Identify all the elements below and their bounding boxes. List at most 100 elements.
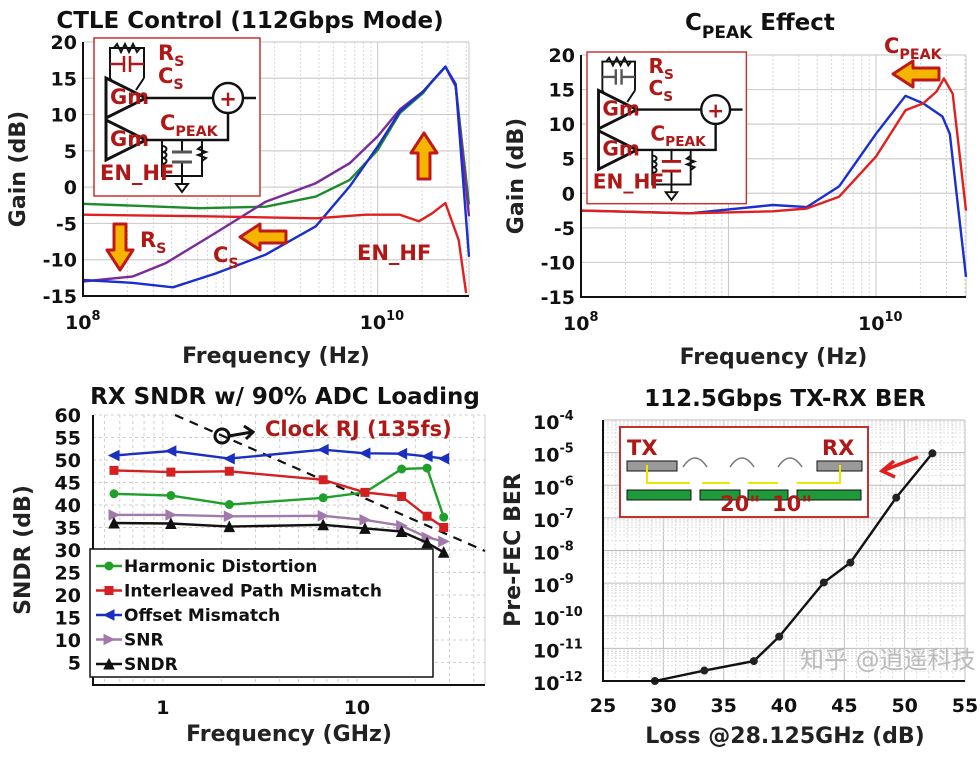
y-tick-label: 15 [55, 608, 81, 630]
inset-cpeak: CPEAK [650, 121, 707, 150]
y-tick-label-script: -9 [559, 572, 573, 587]
y-tick-label: 20 [549, 45, 575, 67]
data-point [359, 522, 371, 534]
annotation-clock-rj: Clock RJ (135fs) [265, 417, 452, 441]
arrow-left-icon-shape [891, 59, 941, 89]
data-point [109, 465, 119, 475]
y-tick-label: 10-7 [533, 507, 574, 532]
annotation-rs-script: S [156, 241, 166, 257]
y-tick-label: 10-8 [533, 540, 574, 565]
cpeak-capacitor-icon [661, 160, 682, 173]
arrow-right-icon [228, 424, 256, 441]
y-tick-label: -5 [554, 218, 575, 240]
inset-cs-main: C [648, 76, 663, 100]
y-tick-label: -10 [541, 252, 575, 274]
y-tick-label: 25 [55, 563, 81, 585]
y-tick-label: 0 [64, 177, 77, 199]
x-tick-label: 40 [771, 695, 797, 717]
y-axis-label: SNDR (dB) [11, 485, 36, 615]
x-tick-label: 10 [344, 697, 370, 719]
data-point [439, 523, 449, 532]
x-tick-label-script: 8 [589, 310, 598, 325]
y-tick-label: 10-12 [533, 670, 583, 695]
x-tick-label: 30 [650, 695, 676, 717]
x-axis-label: Frequency (Hz) [182, 344, 370, 369]
data-point [318, 475, 328, 485]
y-tick-label-main: 10 [533, 608, 559, 630]
x-tick-label: 1010 [858, 310, 902, 335]
y-tick-label-script: -12 [559, 670, 582, 685]
y-tick-label: 10 [549, 114, 575, 136]
legend-label: Interleaved Path Mismatch [124, 582, 382, 602]
legend-label: Offset Mismatch [124, 606, 280, 626]
series-line-0 [580, 94, 968, 278]
summer-icon [700, 94, 732, 126]
y-tick-label-main: 10 [533, 640, 559, 662]
data-point [107, 449, 120, 462]
data-point [166, 467, 176, 477]
arrow-down-icon-shape [105, 222, 135, 272]
y-tick-label: 10-10 [533, 605, 583, 630]
summer-plus: + [219, 87, 237, 111]
wire [146, 96, 256, 142]
data-point [397, 464, 407, 474]
data-point [358, 447, 371, 460]
series-line-1 [580, 77, 968, 215]
y-tick-label: 55 [55, 428, 81, 450]
x-tick-label: 108 [65, 309, 100, 334]
data-point [892, 493, 901, 502]
inset-rs-main: R [648, 54, 664, 78]
x-tick-label: 25 [590, 695, 616, 717]
y-tick-label: -10 [43, 250, 77, 272]
y-tick-label-main: 10 [533, 673, 559, 695]
x-tick-label-main: 10 [563, 313, 589, 335]
arrow-up-icon-shape [409, 131, 439, 181]
x-tick-label: 1010 [360, 309, 404, 334]
annotation-cs: CS [213, 243, 239, 272]
data-point [317, 443, 329, 456]
axes-frame [82, 42, 469, 297]
y-tick-label-main: 10 [533, 445, 559, 467]
channel-inset: TX RX 20" 10" [619, 426, 869, 518]
y-tick-label-main: 10 [533, 412, 559, 434]
tx-package-icon [626, 460, 678, 472]
chart-title: RX SNDR w/ 90% ADC Loading [90, 384, 480, 410]
x-tick-label-main: 10 [858, 313, 884, 335]
x-tick-label: 108 [563, 310, 598, 335]
x-tick-label-script: 8 [91, 309, 100, 324]
inset-rx: RX [822, 436, 854, 460]
y-axis-label: Pre-FEC BER [501, 473, 526, 627]
data-point [223, 452, 235, 465]
annotation-cs-main: C [213, 243, 228, 267]
data-point [421, 536, 433, 549]
data-point [360, 487, 370, 497]
legend: Harmonic Distortion Interleaved Path Mism… [89, 548, 434, 678]
y-tick-label-main: 10 [533, 477, 559, 499]
data-point [437, 546, 450, 558]
data-point [109, 489, 119, 499]
legend-label: SNDR [124, 655, 178, 675]
x-tick-label: 55 [952, 695, 978, 717]
inset-cpeak-script: PEAK [665, 134, 707, 150]
series-line-ber [654, 452, 934, 683]
x-tick-label-main: 10 [65, 312, 91, 334]
inset-cs-script: S [173, 77, 183, 93]
summer-icon [211, 81, 245, 115]
inset-gm2: Gm [110, 127, 149, 151]
cs-capacitor-icon [602, 69, 636, 85]
series-line-offset-mismatch [113, 448, 444, 460]
inset-gm1: Gm [110, 85, 149, 109]
y-tick-label: 20 [51, 32, 77, 54]
watermark: 知乎 @逍遥科技 [800, 646, 976, 674]
cs-capacitor-icon [110, 56, 144, 72]
y-tick-label-main: 10 [533, 575, 559, 597]
data-point [422, 511, 432, 521]
inset-en-hf: EN_HF [100, 161, 174, 185]
axes-frame [602, 420, 965, 682]
y-tick-label: 10-4 [533, 409, 574, 434]
data-point [397, 491, 407, 501]
y-tick-label: -15 [541, 287, 575, 309]
y-tick-label-main: 10 [533, 543, 559, 565]
